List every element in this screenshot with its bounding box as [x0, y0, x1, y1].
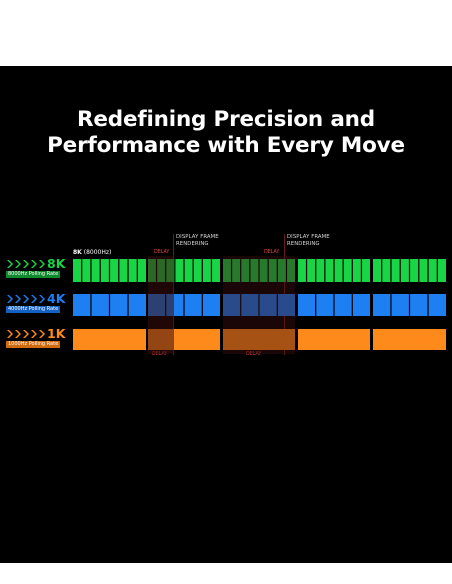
row-8k-rate: 8000Hz Polling Rate — [6, 271, 61, 278]
row-4k-rate: 4000Hz Polling Rate — [6, 306, 61, 313]
delay-label-top-2: DELAY — [264, 250, 280, 255]
frame-divider-1 — [173, 234, 174, 355]
chevron-right-icon — [31, 330, 37, 338]
display-frame-label-2: DISPLAY FRAME RENDERING — [287, 234, 330, 247]
chevron-right-icon — [39, 260, 45, 268]
chevron-right-icon — [31, 260, 37, 268]
chevron-right-icon — [7, 295, 13, 303]
chevron-right-icon — [15, 295, 21, 303]
chevron-right-icon — [23, 260, 29, 268]
delay-label-top-1: DELAY — [154, 250, 170, 255]
delay-label-bottom-1: DELAY — [152, 352, 168, 357]
row-1k-rate: 1000Hz Polling Rate — [6, 341, 61, 348]
chevron-right-icon — [7, 330, 13, 338]
frame-divider-2 — [284, 234, 285, 355]
chevron-right-icon — [7, 260, 13, 268]
display-frame-label-1: DISPLAY FRAME RENDERING — [176, 234, 219, 247]
chevron-right-icon — [39, 330, 45, 338]
delay-label-bottom-2: DELAY — [246, 352, 262, 357]
chevron-right-icon — [15, 260, 21, 268]
page-title: Redefining Precision and Performance wit… — [0, 107, 452, 159]
title-line-2: Performance with Every Move — [47, 133, 405, 158]
sample-rate-caption: 8K (8000Hz) — [73, 249, 112, 256]
title-line-1: Redefining Precision and — [77, 107, 375, 132]
chevron-right-icon — [23, 330, 29, 338]
chevron-right-icon — [31, 295, 37, 303]
row-8k-label: 8K — [47, 256, 66, 271]
row-4k-label: 4K — [47, 291, 66, 306]
chevron-right-icon — [39, 295, 45, 303]
chevron-right-icon — [23, 295, 29, 303]
chevron-right-icon — [15, 330, 21, 338]
row-1k-label: 1K — [47, 326, 66, 341]
